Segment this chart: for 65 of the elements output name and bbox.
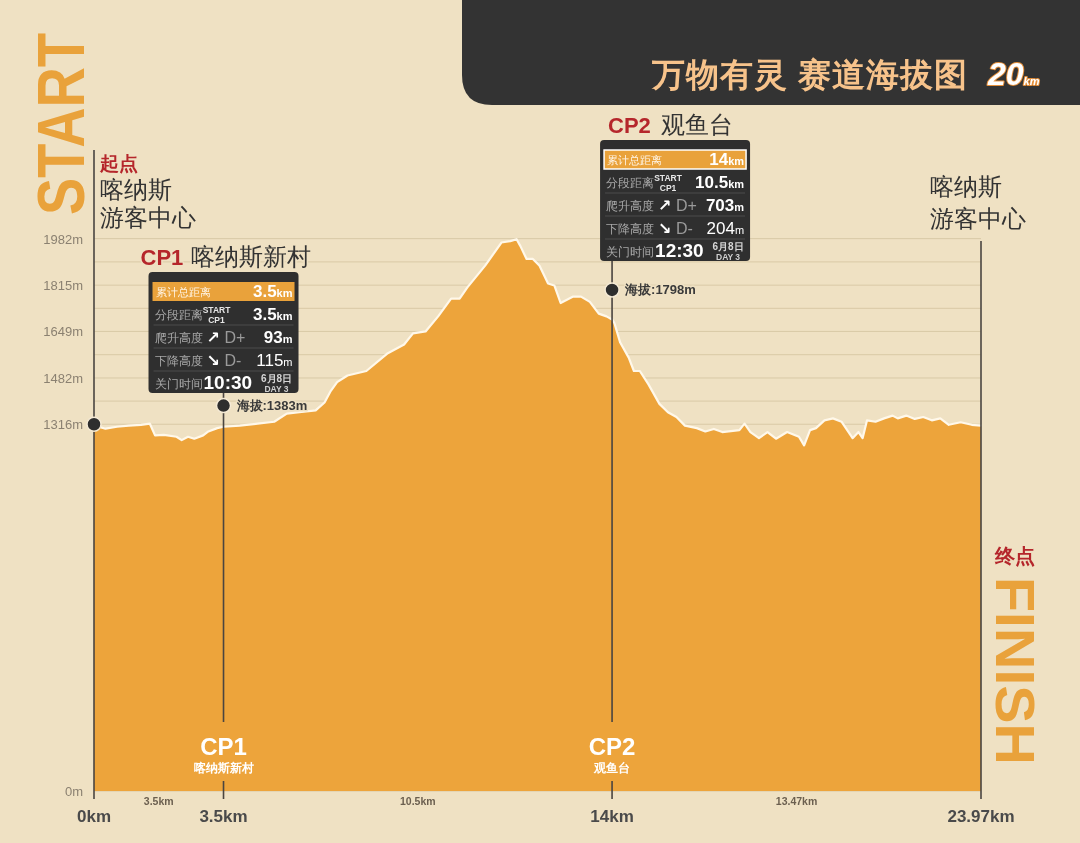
- annotation: 204m: [706, 219, 745, 238]
- annotation: START: [202, 305, 232, 315]
- annotation: D+: [676, 197, 697, 214]
- annotation: 3.5km: [252, 305, 293, 324]
- annotation: ↘: [658, 220, 672, 237]
- text: 10.5km: [399, 795, 436, 807]
- annotation: 喀纳斯新村: [191, 243, 312, 270]
- annotation: D-: [676, 220, 693, 237]
- annotation: 关门时间: [154, 377, 203, 390]
- text: 终点: [994, 545, 1035, 567]
- y-tick-label: 1815m: [43, 278, 83, 294]
- text: 3.5km: [143, 795, 174, 807]
- annotation: DAY 3: [264, 383, 289, 394]
- annotation: 6月8日: [260, 372, 293, 384]
- x-tick-label: 14km: [590, 807, 634, 826]
- annotation: 下降高度: [606, 222, 655, 235]
- annotation: CP1: [140, 245, 184, 270]
- x-tick-label: 3.5km: [199, 807, 248, 826]
- text: 13.47km: [775, 795, 818, 807]
- y-tick-label: 1316m: [43, 417, 83, 433]
- annotation: DAY 3: [716, 251, 741, 262]
- annotation: ↗: [206, 329, 220, 346]
- annotation: 分段距离: [154, 308, 203, 321]
- annotation: CP1: [659, 182, 677, 193]
- annotation: D+: [224, 329, 246, 346]
- annotation: CP1: [208, 314, 226, 325]
- y-tick-label: 1982m: [43, 231, 83, 247]
- annotation: 喀纳斯游客中心: [100, 176, 196, 231]
- annotation: 12:30: [655, 240, 704, 261]
- annotation: 爬升高度: [154, 331, 203, 344]
- x-tick-label: 0km: [76, 807, 112, 826]
- annotation: 93m: [263, 328, 293, 347]
- annotation: 703m: [705, 196, 745, 215]
- text: CP2 观鱼台: [608, 111, 733, 138]
- annotation: 14km: [709, 150, 745, 169]
- annotation: 累计总距离: [155, 286, 211, 298]
- data-label: 海拔:1798m: [624, 282, 696, 298]
- data-label: 海拔:1383m: [235, 398, 308, 414]
- annotation: 10:30: [203, 372, 253, 393]
- annotation: 起点: [99, 153, 138, 174]
- annotation: ↘: [206, 352, 220, 369]
- annotation: 累计总距离: [607, 154, 663, 166]
- text: FINISH: [983, 577, 1047, 765]
- annotation: D-: [224, 352, 242, 369]
- annotation: 观鱼台: [593, 761, 631, 775]
- annotation: 3.5km: [252, 282, 293, 301]
- annotation: 喀纳斯游客中心: [930, 173, 1026, 232]
- annotation: START: [654, 173, 683, 183]
- y-tick-label: 0m: [64, 784, 83, 799]
- annotation: 115m: [256, 351, 293, 370]
- annotation: CP2: [588, 733, 636, 760]
- chart-title: 万物有灵 赛道海拔图: [651, 56, 969, 93]
- annotation: 分段距离: [606, 176, 655, 189]
- y-tick-label: 1649m: [43, 324, 83, 340]
- annotation: 关门时间: [606, 245, 655, 258]
- x-tick-label: 23.97km: [947, 807, 1015, 826]
- chart-subtitle: 20km: [987, 56, 1040, 92]
- y-tick-label: 1482m: [43, 370, 83, 386]
- annotation: 爬升高度: [606, 199, 655, 212]
- annotation: CP1 喀纳斯新村: [193, 733, 254, 775]
- annotation: 6月8日: [712, 240, 744, 252]
- annotation: START: [24, 0, 98, 215]
- annotation: ↗: [658, 197, 672, 214]
- annotation: 10.5km: [695, 173, 745, 192]
- annotation: 下降高度: [154, 354, 203, 367]
